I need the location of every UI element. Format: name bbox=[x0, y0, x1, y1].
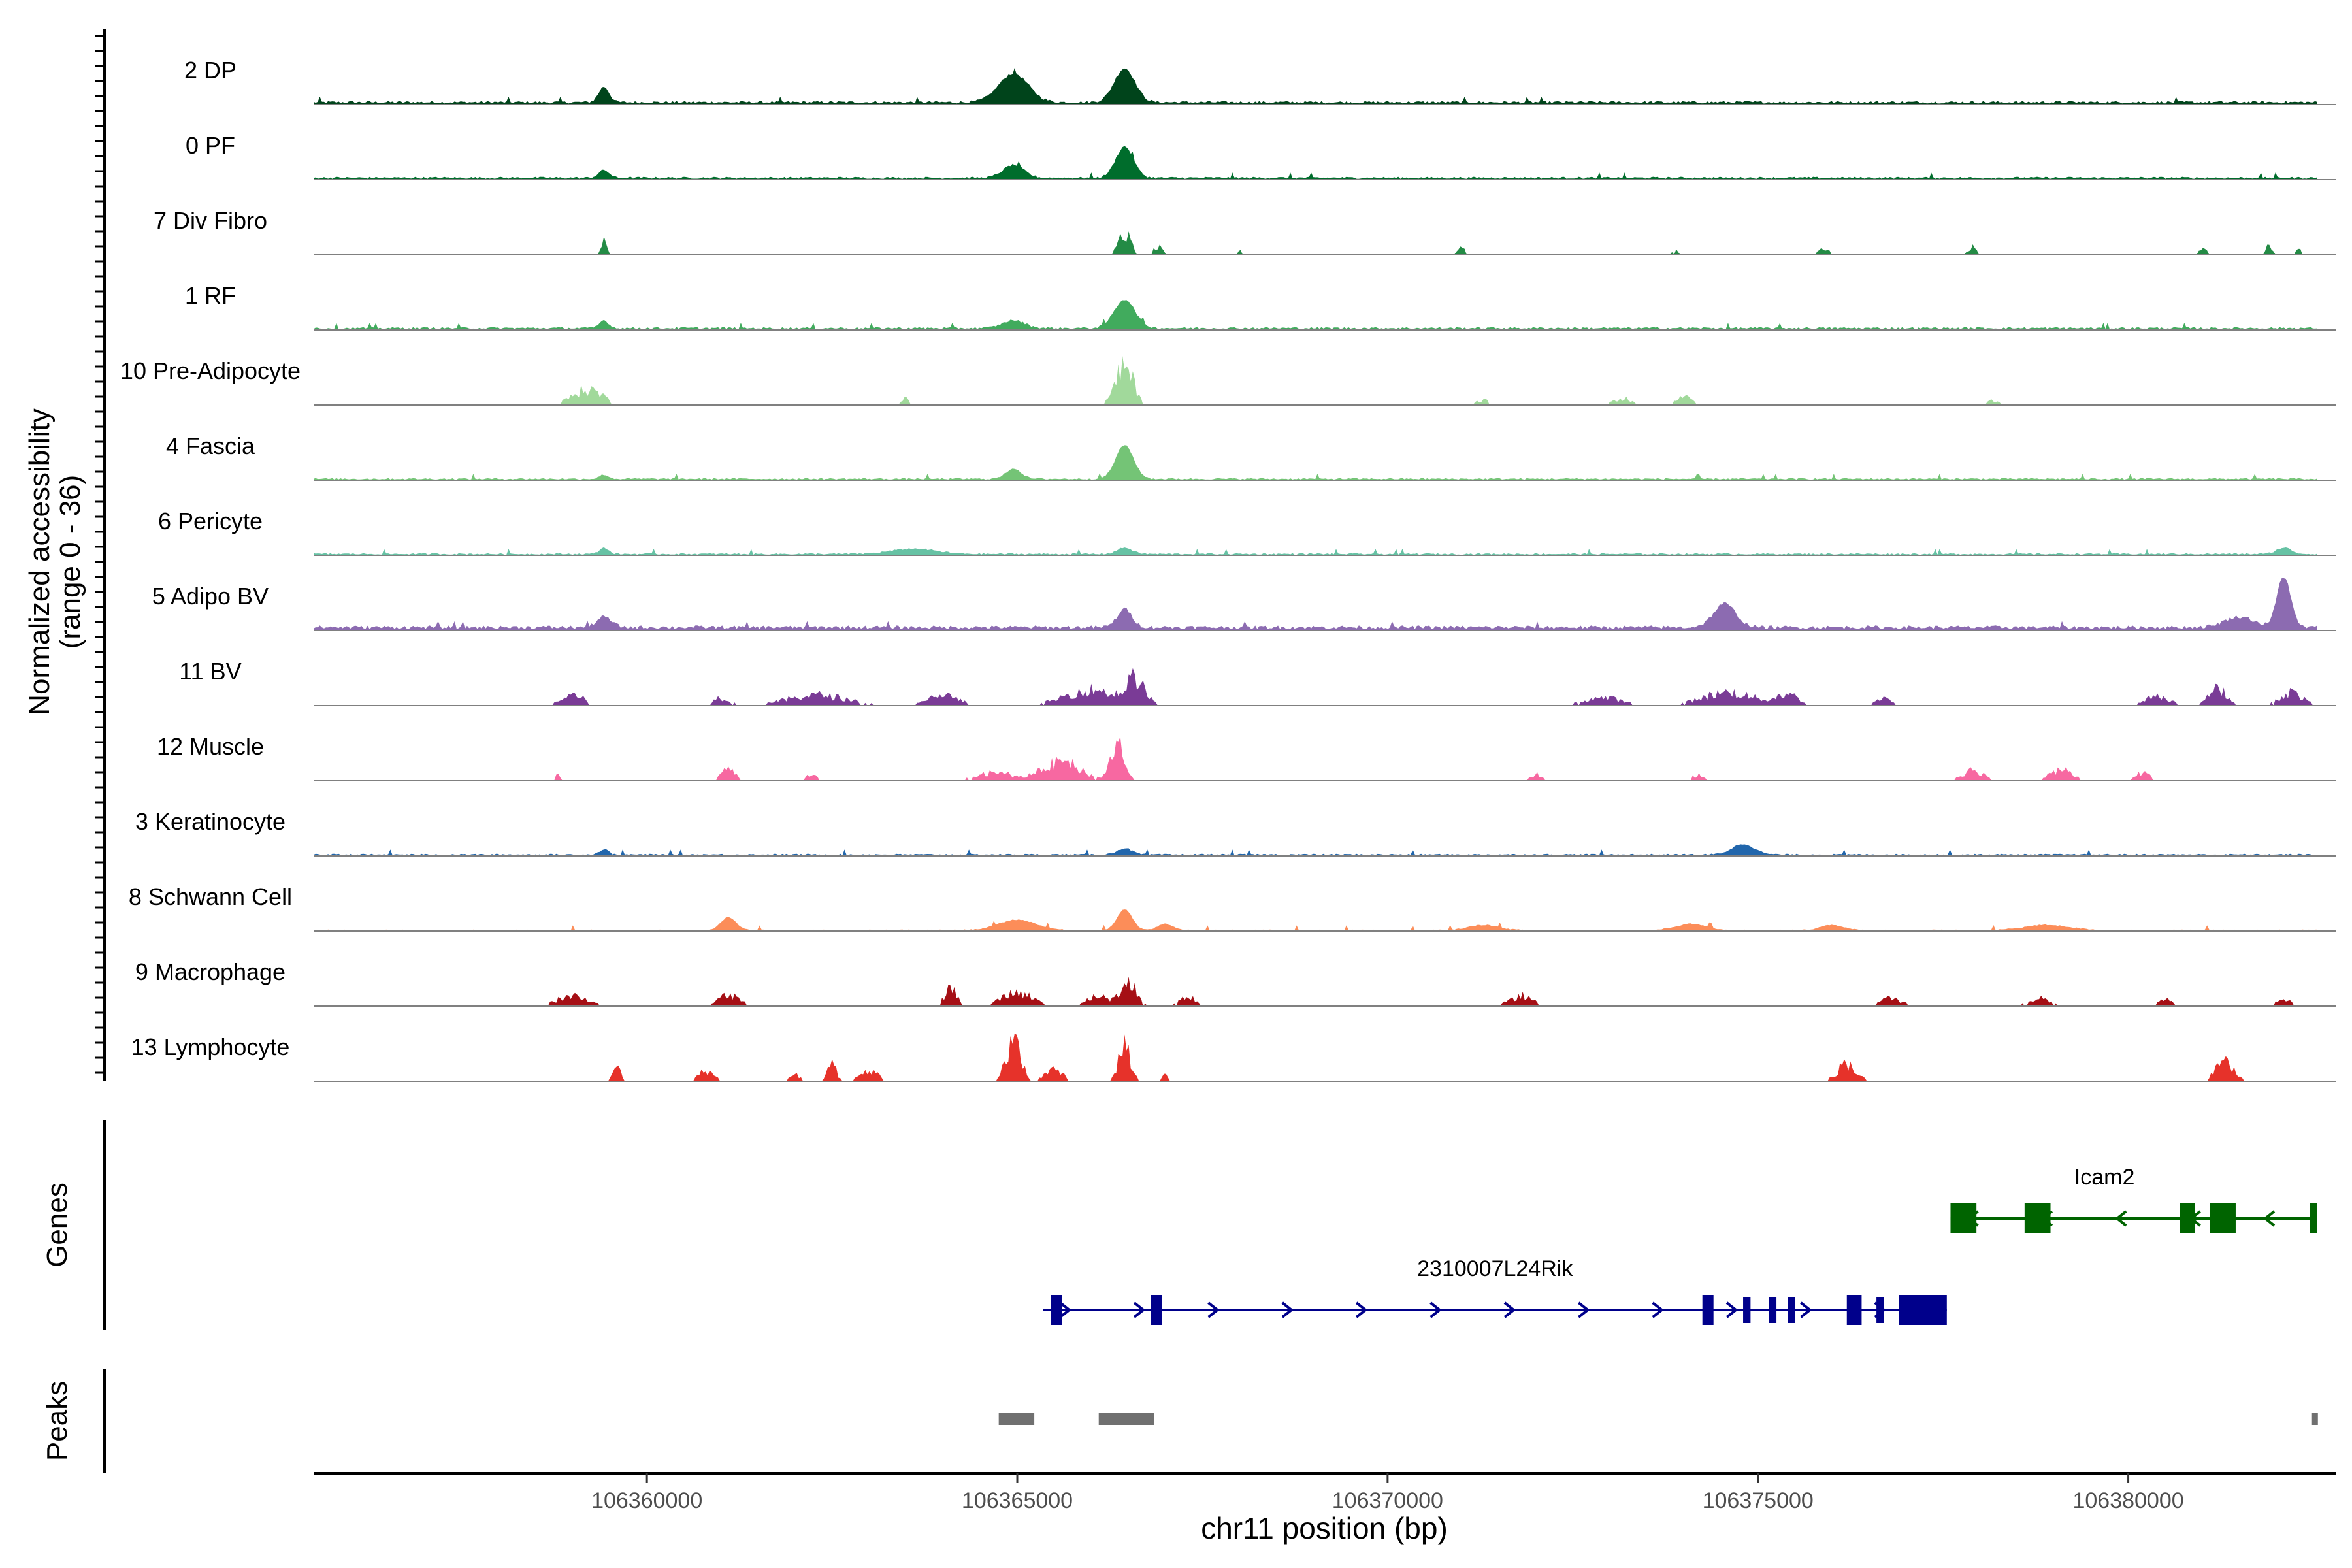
gene-exon bbox=[2310, 1203, 2317, 1233]
track-6-pericyte: 6 Pericyte bbox=[158, 508, 2336, 556]
x-tick-label: 106360000 bbox=[591, 1488, 702, 1513]
gene-exon bbox=[2210, 1203, 2236, 1233]
track-9-macrophage: 9 Macrophage bbox=[135, 958, 2336, 1007]
x-tick-label: 106365000 bbox=[962, 1488, 1073, 1513]
track-label: 6 Pericyte bbox=[158, 508, 263, 534]
track-4-fascia: 4 Fascia bbox=[166, 433, 2336, 481]
track-10-pre-adipocyte: 10 Pre-Adipocyte bbox=[120, 355, 2336, 406]
strand-arrow bbox=[1429, 1301, 1442, 1318]
y-axis-range-label: (range 0 - 36) bbox=[54, 475, 86, 649]
track-signal bbox=[314, 668, 2317, 706]
y-axis-ticks bbox=[95, 35, 105, 1074]
strand-arrow bbox=[1800, 1301, 1812, 1318]
track-label: 9 Macrophage bbox=[135, 958, 286, 985]
gene-label: Icam2 bbox=[2074, 1165, 2135, 1190]
track-label: 3 Keratinocyte bbox=[135, 808, 286, 835]
track-label: 10 Pre-Adipocyte bbox=[120, 357, 301, 384]
gene-exon bbox=[2024, 1203, 2051, 1233]
track-signal bbox=[314, 547, 2317, 555]
gene-label: 2310007L24Rik bbox=[1417, 1256, 1573, 1281]
strand-arrow bbox=[1281, 1301, 1294, 1318]
gene-exon bbox=[1769, 1297, 1777, 1323]
peak-regions bbox=[998, 1413, 2318, 1425]
track-2-dp: 2 DP bbox=[184, 57, 2336, 105]
gene-exon bbox=[2180, 1203, 2195, 1233]
x-tick-label: 106380000 bbox=[2072, 1488, 2183, 1513]
track-label: 11 BV bbox=[179, 658, 241, 685]
gene-annotations: Icam2 2310007L24Rik bbox=[1043, 1165, 2317, 1325]
coverage-tracks: 2 DP 0 PF 7 Div Fibro 1 RF 10 Pre-Adipocyte 4… bbox=[120, 57, 2336, 1082]
peaks-panel-label: Peaks bbox=[41, 1381, 73, 1461]
y-axis-label: Normalized accessibility bbox=[24, 408, 56, 715]
peak-region bbox=[1098, 1413, 1154, 1425]
x-tick-label: 106370000 bbox=[1332, 1488, 1443, 1513]
track-label: 1 RF bbox=[185, 282, 236, 309]
track-8-schwann-cell: 8 Schwann Cell bbox=[129, 883, 2336, 932]
strand-arrow bbox=[2262, 1210, 2276, 1227]
gene-exon bbox=[1743, 1297, 1751, 1323]
peak-region bbox=[998, 1413, 1035, 1425]
gene-2310007l24rik: 2310007L24Rik bbox=[1043, 1256, 1947, 1325]
gene-exon bbox=[1702, 1295, 1714, 1325]
strand-arrow bbox=[1578, 1301, 1590, 1318]
track-11-bv: 11 BV bbox=[179, 658, 2336, 706]
track-5-adipo-bv: 5 Adipo BV bbox=[152, 578, 2336, 631]
track-label: 2 DP bbox=[184, 57, 237, 84]
track-label: 12 Muscle bbox=[157, 733, 264, 760]
track-13-lymphocyte: 13 Lymphocyte bbox=[131, 1034, 2336, 1082]
track-label: 13 Lymphocyte bbox=[131, 1034, 290, 1060]
strand-arrow bbox=[1355, 1301, 1368, 1318]
gene-exon bbox=[1950, 1203, 1977, 1233]
strand-arrow bbox=[1133, 1301, 1146, 1318]
x-axis-label: chr11 position (bp) bbox=[1201, 1511, 1448, 1545]
gene-exon bbox=[1899, 1295, 1947, 1325]
strand-arrow bbox=[1725, 1301, 1739, 1318]
track-7-div-fibro: 7 Div Fibro bbox=[154, 207, 2336, 255]
genes-panel-label: Genes bbox=[41, 1183, 73, 1267]
gene-exon bbox=[1151, 1295, 1162, 1325]
gene-exon bbox=[1846, 1295, 1862, 1325]
gene-exon bbox=[1788, 1297, 1795, 1323]
gene-icam2: Icam2 bbox=[1950, 1165, 2317, 1233]
track-1-rf: 1 RF bbox=[185, 282, 2336, 331]
strand-arrow bbox=[2114, 1210, 2127, 1227]
track-0-pf: 0 PF bbox=[186, 132, 2336, 180]
strand-arrow bbox=[1059, 1301, 1071, 1318]
track-label: 5 Adipo BV bbox=[152, 583, 269, 610]
track-label: 0 PF bbox=[186, 132, 235, 159]
gene-exon bbox=[1051, 1295, 1062, 1325]
peak-region bbox=[2311, 1413, 2318, 1425]
gene-exon bbox=[1876, 1297, 1884, 1323]
track-3-keratinocyte: 3 Keratinocyte bbox=[135, 808, 2336, 857]
track-label: 7 Div Fibro bbox=[154, 207, 267, 234]
strand-arrow bbox=[1207, 1301, 1220, 1318]
track-label: 4 Fascia bbox=[166, 433, 255, 459]
x-tick-label: 106375000 bbox=[1703, 1488, 1814, 1513]
strand-arrow bbox=[1503, 1301, 1516, 1318]
track-label: 8 Schwann Cell bbox=[129, 883, 292, 910]
track-12-muscle: 12 Muscle bbox=[157, 733, 2336, 781]
strand-arrow bbox=[1652, 1301, 1664, 1318]
x-axis-ticks: 106360000 106365000 106370000 106375000 1063… bbox=[591, 1473, 2184, 1513]
